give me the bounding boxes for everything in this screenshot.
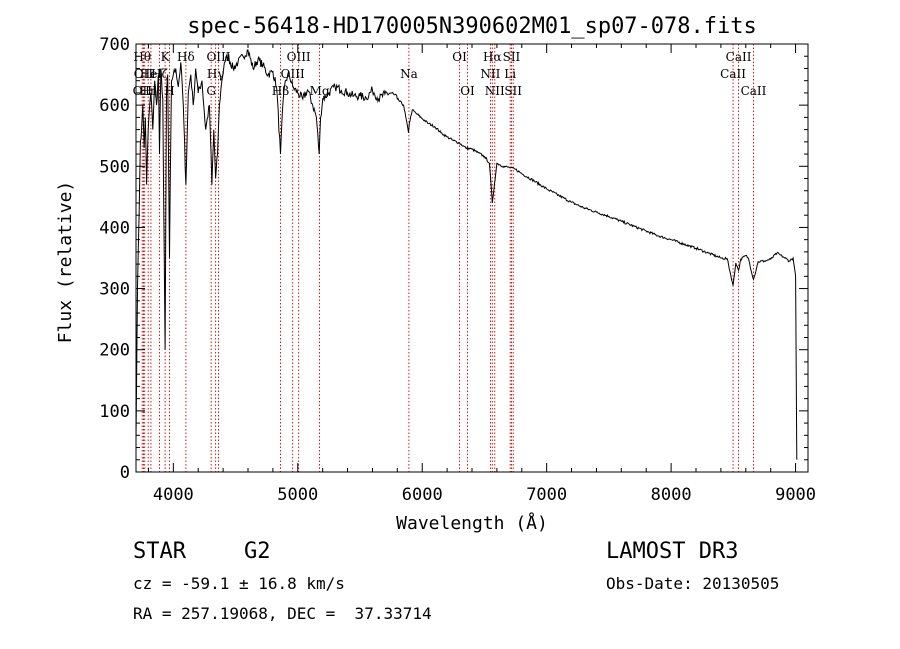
spectral-line-label: CaII [726,50,752,64]
spectral-line-labels: HθOIIOIIIHηHeIHζKHHδGHγOIIIHβOIIIOIIIMgN… [133,50,767,98]
spectral-line-label: SII [504,84,522,98]
spectral-line-label: OIII [287,50,311,64]
spectral-line-label: NII [485,84,505,98]
y-tick-label: 600 [99,96,130,116]
y-axis-ticks: 0 100 200 300 400 500 600 700 [99,35,808,483]
y-tick-label: 500 [99,157,130,177]
spectral-line-label: SII [503,50,521,64]
spectrum-series-line [135,49,798,460]
y-tick-label: 700 [99,35,130,55]
spectral-line-label: Hδ [177,50,195,64]
spectral-line-label: CaII [741,84,767,98]
x-tick-label: 6000 [402,485,443,505]
spectral-line-label: Mg [310,84,330,98]
spectral-line-markers [141,44,754,472]
spectral-line-label: NII [480,67,500,81]
y-tick-label: 0 [120,463,130,483]
spectral-line-label: HeI [140,67,163,81]
spectral-line-label: Li [504,67,516,81]
spectral-line-label: Hζ [151,67,168,81]
spectral-line-label: OI [452,50,467,64]
spectral-line-label: Hθ [133,50,151,64]
y-tick-label: 300 [99,280,130,300]
y-tick-label: 100 [99,402,130,422]
spectral-line-label: OIII [206,50,230,64]
spectral-line-label: Hβ [272,84,289,98]
plot-frame [135,43,809,473]
spectral-line-label: H [164,84,174,98]
spectral-line-label: OI [460,84,475,98]
spectral-line-label: G [206,84,216,98]
x-tick-label: 9000 [775,485,816,505]
y-tick-label: 200 [99,341,130,361]
spectral-line-label: OII [134,67,154,81]
spectral-line-label: Hα [483,50,502,64]
x-tick-label: 7000 [526,485,567,505]
redshift-velocity: cz = -59.1 ± 16.8 km/s [133,574,345,593]
observation-date: Obs-Date: 20130505 [606,574,780,593]
x-tick-label: 4000 [153,485,194,505]
x-axis-label: Wavelength (Å) [396,512,548,534]
spectral-line-label: Hγ [207,67,225,81]
coordinates: RA = 257.19068, DEC = 37.33714 [133,604,432,623]
spectral-subclass: G2 [244,539,271,564]
x-axis-ticks: 4000 5000 6000 7000 8000 9000 [147,44,816,505]
y-axis-label: Flux (relative) [55,181,76,344]
chart-title: spec-56418-HD170005N390602M01_sp07-078.f… [187,14,757,39]
spectral-line-label: Hη [139,84,157,98]
x-tick-label: 5000 [277,485,318,505]
spectral-line-label: CaII [720,67,746,81]
spectral-line-label: K [161,50,171,64]
x-tick-label: 8000 [651,485,692,505]
survey-name: LAMOST DR3 [606,539,739,564]
spectral-line-label: OIII [281,67,305,81]
spectral-line-label: Na [400,67,418,81]
y-tick-label: 400 [99,218,130,238]
object-type: STAR [133,539,186,564]
